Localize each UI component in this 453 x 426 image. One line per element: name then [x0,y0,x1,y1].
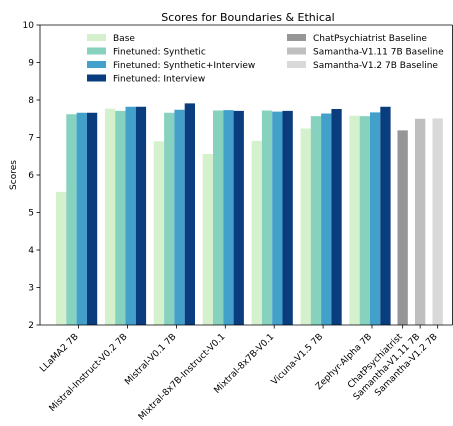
bar-4-3 [184,103,195,326]
baseline-bar-2 [415,118,426,325]
bar-1-6 [300,128,311,325]
bar-3-4 [223,110,234,326]
bar-1-7 [349,115,360,325]
legend-baseline-swatch-3 [287,61,306,68]
bar-2-3 [164,112,175,325]
legend-label-1: Base [113,34,135,44]
legend-label-4: Finetuned: Interview [113,75,205,85]
y-tick-label: 3 [28,284,34,294]
baseline-bar-1 [397,130,408,325]
bar-3-3 [174,109,185,325]
bar-3-2 [125,106,136,325]
bars-group [56,103,443,326]
bar-4-1 [86,112,98,325]
bar-2-7 [359,116,370,326]
legend-swatch-2 [87,47,106,55]
x-tick-label-1: LLaMA2 7B [38,332,80,374]
y-tick-label: 5 [28,209,34,219]
y-tick-label: 10 [23,21,35,31]
y-axis-label: Scores [9,160,19,190]
bar-2-5 [261,110,273,325]
bar-1-2 [104,108,116,325]
y-tick-label: 7 [28,134,34,144]
legend: Base Finetuned: Synthetic Finetuned: Synth… [87,34,444,85]
legend-swatch-1 [87,34,106,41]
legend-swatch-3 [87,61,106,68]
bar-1-3 [153,141,165,325]
legend-label-3: Finetuned: Synthetic+Interview [113,61,255,71]
legend-baseline-label-2: Samantha-V1.11 7B Baseline [313,48,444,58]
bar-2-1 [66,114,77,325]
y-tick-label: 6 [28,171,34,181]
y-tick-label: 2 [28,321,34,331]
bar-1-5 [251,140,262,326]
bar-3-5 [272,111,283,326]
y-tick-label: 8 [28,96,34,106]
bar-4-5 [282,110,293,326]
bar-4-4 [233,110,244,326]
legend-baseline-swatch-2 [287,47,306,55]
bar-3-1 [76,112,87,325]
legend-baseline-label-1: ChatPsychiatrist Baseline [313,34,427,44]
bar-4-6 [331,109,342,325]
x-tick-label-4: Mixtral-8x7B-Instruct-V0.1 [137,332,227,421]
bar-4-2 [135,106,147,325]
bar-1-4 [202,154,213,325]
x-tick-label-3: Mistral-V0.1 7B [123,332,178,387]
y-tick-label: 9 [28,59,34,69]
bar-1-1 [56,191,67,326]
x-tick-label-6: Vicuna-V1.5 7B [270,332,325,387]
bar-2-4 [213,110,224,325]
bar-2-2 [115,110,126,326]
y-tick-label: 4 [28,246,34,256]
legend-baseline-label-3: Samantha-V1.2 7B Baseline [313,61,438,71]
legend-baseline-swatch-1 [287,34,306,41]
legend-label-2: Finetuned: Synthetic [113,48,206,58]
chart-title: Scores for Boundaries & Ethical [161,11,334,24]
bar-4-7 [380,106,391,325]
bar-2-6 [310,116,322,326]
bar-3-6 [321,113,332,325]
legend-swatch-4 [87,74,106,82]
bar-3-7 [370,112,381,326]
baseline-bar-3 [432,118,443,326]
